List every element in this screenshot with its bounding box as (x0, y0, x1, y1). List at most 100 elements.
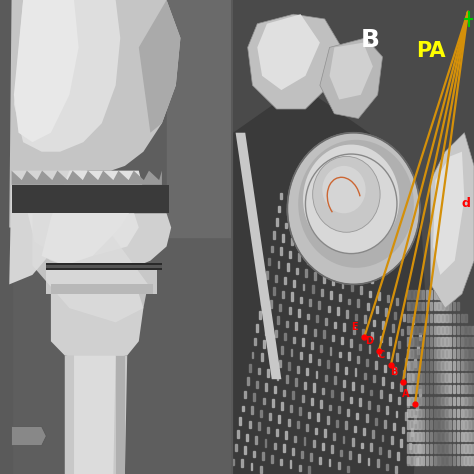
Text: C: C (378, 350, 385, 360)
Bar (258, 368, 260, 374)
Bar (453, 385, 455, 393)
Bar (472, 385, 474, 393)
Bar (453, 373, 455, 382)
Bar (414, 349, 417, 358)
Bar (461, 409, 463, 417)
Bar (445, 373, 447, 382)
Bar (422, 420, 424, 429)
Bar (438, 456, 440, 465)
Bar (267, 369, 269, 377)
Bar (461, 456, 463, 465)
Bar (311, 398, 313, 405)
Bar (319, 246, 321, 253)
Bar (407, 397, 409, 405)
Bar (434, 326, 436, 334)
Bar (301, 395, 303, 402)
Polygon shape (42, 171, 144, 265)
Bar (380, 390, 382, 398)
Bar (434, 397, 436, 405)
Bar (294, 224, 296, 231)
Bar (256, 324, 258, 332)
Bar (305, 269, 307, 277)
Bar (363, 428, 365, 435)
Bar (308, 412, 310, 418)
Bar (259, 311, 261, 319)
Bar (396, 353, 398, 361)
Bar (302, 338, 304, 346)
Bar (249, 421, 251, 428)
Bar (426, 444, 428, 453)
Text: B: B (390, 367, 397, 377)
Bar (387, 295, 389, 302)
Bar (244, 391, 246, 398)
Bar (456, 397, 459, 405)
Bar (418, 397, 420, 405)
Bar (456, 385, 459, 393)
Bar (277, 261, 280, 268)
Bar (453, 302, 455, 310)
Polygon shape (116, 356, 125, 474)
Bar (275, 275, 277, 282)
Bar (445, 349, 447, 358)
Bar (361, 443, 363, 448)
Bar (465, 420, 467, 429)
Bar (335, 264, 337, 272)
Bar (407, 399, 409, 407)
Bar (344, 323, 346, 331)
Bar (267, 427, 269, 433)
Bar (410, 290, 413, 299)
Bar (414, 361, 417, 370)
Bar (353, 327, 355, 334)
Bar (465, 337, 467, 346)
Bar (430, 397, 432, 405)
Bar (353, 270, 355, 278)
Bar (407, 456, 409, 465)
Bar (468, 409, 471, 417)
Bar (441, 314, 444, 322)
Bar (358, 454, 360, 462)
Bar (449, 456, 451, 465)
Bar (386, 464, 388, 470)
Bar (449, 397, 451, 405)
Bar (242, 406, 244, 411)
Bar (456, 314, 459, 322)
Bar (426, 326, 428, 334)
Bar (461, 349, 463, 358)
Bar (453, 326, 455, 334)
Bar (468, 397, 471, 405)
Bar (288, 419, 290, 426)
Bar (465, 397, 467, 405)
Bar (254, 337, 256, 345)
Bar (337, 253, 339, 259)
Bar (438, 361, 440, 370)
Bar (441, 349, 444, 358)
Bar (461, 337, 463, 346)
Bar (393, 422, 395, 430)
Bar (407, 290, 409, 299)
Bar (465, 361, 467, 370)
Bar (261, 353, 263, 361)
Bar (262, 452, 264, 460)
Bar (303, 437, 305, 445)
Bar (445, 302, 447, 310)
Bar (321, 232, 323, 240)
Polygon shape (9, 0, 181, 228)
Bar (472, 337, 474, 346)
Bar (410, 386, 411, 393)
Bar (292, 391, 294, 399)
Bar (465, 432, 467, 441)
Bar (426, 314, 428, 322)
Bar (270, 357, 272, 364)
Bar (414, 409, 417, 417)
Bar (418, 409, 420, 417)
Bar (414, 359, 416, 367)
Bar (246, 434, 248, 441)
Bar (268, 314, 270, 321)
Bar (337, 307, 339, 315)
Bar (407, 444, 409, 453)
Bar (461, 326, 463, 334)
Bar (430, 444, 432, 453)
Bar (422, 444, 424, 453)
Bar (445, 420, 447, 429)
Bar (389, 394, 391, 401)
